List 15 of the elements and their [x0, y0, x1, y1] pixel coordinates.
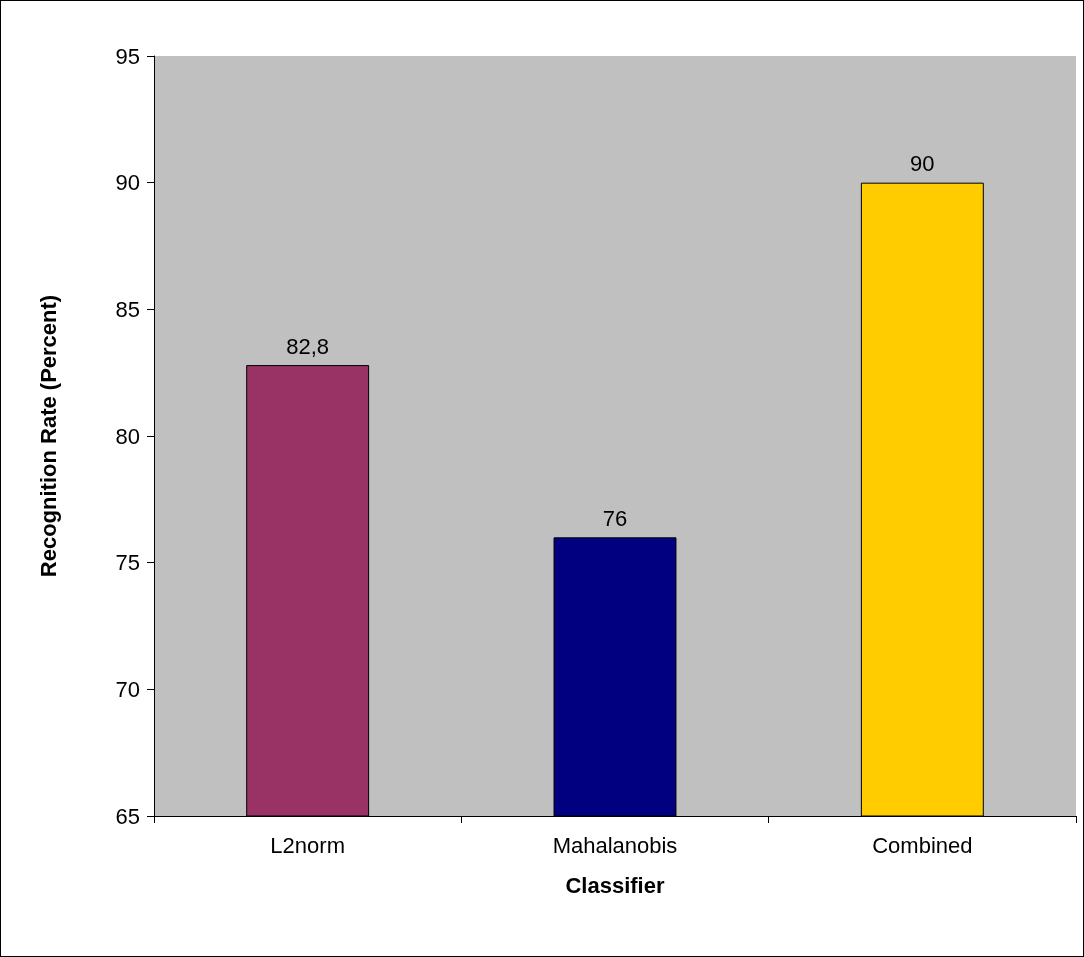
- data-label: 82,8: [286, 333, 330, 359]
- y-tick-label: 70: [115, 676, 140, 702]
- y-tick-label: 65: [115, 803, 140, 829]
- y-axis-title: Recognition Rate (Percent): [35, 294, 61, 578]
- y-tick-label: 95: [115, 43, 140, 69]
- x-tick-label: L2norm: [270, 832, 345, 858]
- y-tick-label: 90: [115, 170, 140, 196]
- y-tick-label: 75: [115, 550, 140, 576]
- x-tick-label: Mahalanobis: [552, 832, 678, 858]
- y-tick-label: 80: [115, 423, 140, 449]
- x-axis-title: Classifier: [565, 872, 665, 898]
- data-label: 76: [602, 505, 628, 531]
- x-tick-label: Combined: [872, 832, 973, 858]
- data-label: 90: [910, 151, 935, 177]
- y-tick-label: 85: [115, 296, 140, 322]
